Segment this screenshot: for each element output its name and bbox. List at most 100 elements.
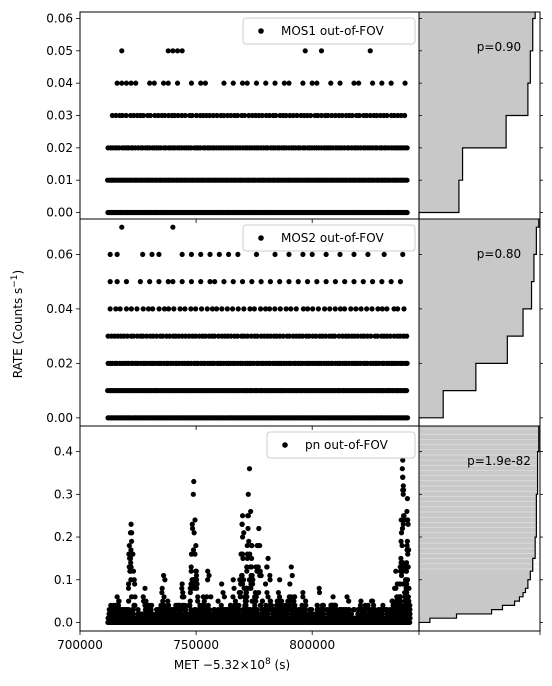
data-point: [172, 607, 178, 613]
data-point: [257, 306, 264, 312]
data-point: [156, 306, 162, 312]
data-point: [189, 585, 195, 591]
y-axis-label: RATE (Counts s−1): [10, 270, 25, 378]
legend-box: [242, 17, 416, 45]
data-point: [323, 279, 329, 285]
data-point: [132, 602, 138, 608]
data-point: [230, 306, 236, 312]
data-point: [388, 80, 394, 86]
data-point: [337, 80, 343, 86]
data-point: [401, 513, 407, 519]
data-point: [346, 598, 352, 604]
data-point: [267, 577, 273, 583]
data-point: [245, 525, 251, 532]
data-point: [300, 251, 306, 258]
data-point: [234, 112, 241, 119]
data-point: [358, 306, 364, 312]
data-point: [174, 48, 181, 54]
data-point: [286, 602, 292, 608]
data-point: [248, 564, 254, 570]
data-point: [244, 585, 250, 591]
data-point: [200, 594, 206, 600]
data-point: [132, 581, 138, 587]
data-point: [162, 577, 168, 583]
data-point: [339, 112, 345, 119]
data-point: [224, 306, 230, 312]
data-point: [119, 112, 125, 119]
data-point: [130, 551, 136, 557]
data-point: [205, 577, 211, 583]
data-point: [215, 607, 221, 613]
histogram-step-line: [418, 426, 540, 631]
data-point: [304, 615, 310, 621]
data-point: [154, 333, 160, 339]
data-point: [311, 615, 318, 621]
data-point: [299, 333, 306, 339]
data-point: [214, 306, 220, 312]
data-point: [165, 48, 171, 54]
data-point: [147, 279, 153, 285]
data-point: [160, 572, 167, 579]
data-point: [235, 306, 241, 312]
data-point: [296, 615, 302, 621]
data-point: [133, 80, 139, 86]
data-point: [397, 568, 404, 574]
data-point: [360, 279, 366, 285]
data-point: [226, 611, 232, 617]
data-point: [295, 279, 301, 285]
y-tick-label: 0.1: [54, 573, 73, 587]
data-point: [236, 607, 242, 613]
data-point: [226, 251, 232, 258]
data-point: [168, 619, 174, 626]
y-tick-label: 0.04: [46, 76, 73, 90]
data-point: [293, 619, 299, 626]
data-point: [193, 572, 200, 579]
histogram-1: p=0.90: [418, 11, 543, 220]
histogram-step-line: [418, 12, 536, 219]
data-point: [215, 598, 221, 604]
y-tick-label: 0.3: [54, 487, 73, 501]
data-point: [286, 80, 292, 86]
data-point: [240, 534, 246, 540]
data-point: [167, 611, 173, 617]
data-point: [160, 598, 166, 604]
data-point: [381, 251, 387, 258]
data-point: [207, 251, 213, 258]
data-point: [262, 306, 269, 312]
data-point: [170, 48, 176, 54]
data-point: [249, 598, 255, 604]
y-tick-label: 0.4: [54, 445, 73, 459]
data-point: [285, 607, 291, 613]
data-point: [365, 251, 371, 258]
data-point: [273, 602, 280, 608]
data-point: [128, 306, 134, 312]
data-point: [170, 224, 176, 230]
data-point: [403, 589, 409, 596]
data-point: [289, 572, 295, 579]
data-point: [189, 112, 195, 119]
data-point: [235, 251, 241, 258]
data-point: [165, 602, 171, 608]
data-point: [212, 619, 218, 626]
data-point: [130, 611, 136, 617]
data-point: [161, 607, 168, 613]
data-point: [393, 568, 399, 574]
data-point: [372, 611, 378, 617]
data-point: [256, 589, 262, 596]
data-point: [187, 602, 193, 608]
legend-box: [266, 431, 416, 459]
data-point: [359, 607, 365, 613]
data-point: [283, 306, 289, 312]
data-point: [227, 607, 233, 613]
legend-3: pn out-of-FOV: [266, 431, 416, 459]
data-point: [204, 594, 210, 600]
data-point: [242, 602, 248, 608]
legend-marker: [258, 235, 264, 241]
data-point: [160, 333, 166, 339]
data-point: [356, 112, 362, 119]
data-point: [208, 611, 214, 617]
data-point: [239, 80, 246, 86]
data-point: [314, 80, 320, 86]
data-point: [267, 607, 273, 613]
data-point: [107, 251, 113, 258]
